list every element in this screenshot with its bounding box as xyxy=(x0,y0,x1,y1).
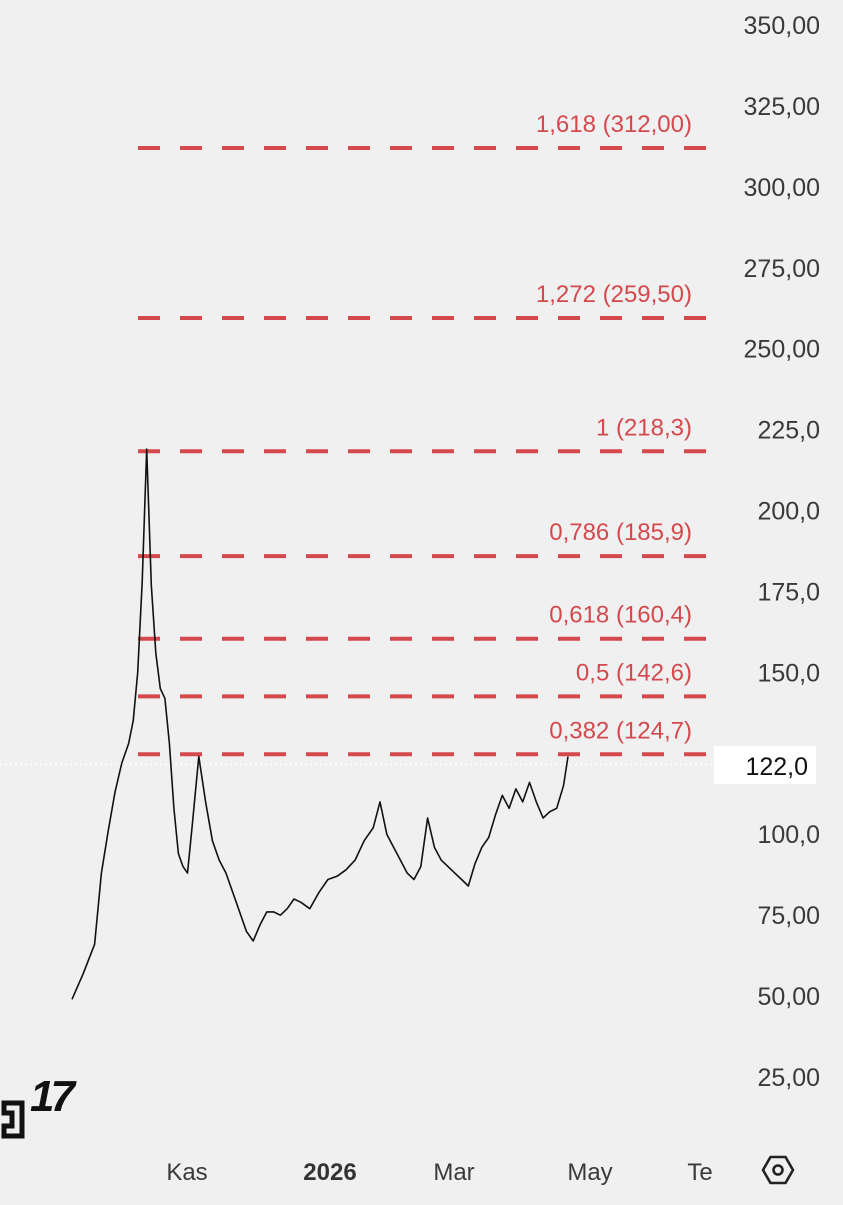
y-tick-label: 350,00 xyxy=(744,12,820,40)
y-tick-label: 50,00 xyxy=(757,983,820,1011)
fib-level-label: 0,5 (142,6) xyxy=(576,659,692,686)
current-price-marker[interactable]: 122,0 xyxy=(714,746,816,784)
y-tick-label: 100,0 xyxy=(757,821,820,849)
y-tick-label: 75,00 xyxy=(757,902,820,930)
y-tick-label: 225,0 xyxy=(757,417,820,445)
logo: 17 xyxy=(1,1072,81,1139)
y-tick-label: 25,00 xyxy=(757,1064,820,1092)
logo-text: 17 xyxy=(30,1072,77,1121)
settings-icon xyxy=(761,1155,795,1185)
fib-level-label: 1,618 (312,00) xyxy=(536,111,692,138)
current-price-badge xyxy=(714,746,816,784)
y-tick-label: 175,0 xyxy=(757,578,820,606)
x-tick-label: 2026 xyxy=(303,1159,356,1186)
settings-button[interactable] xyxy=(761,1155,795,1185)
y-tick-label: 300,00 xyxy=(744,174,820,202)
fib-level-label: 0,786 (185,9) xyxy=(549,519,692,546)
x-tick-label: Te xyxy=(687,1159,712,1186)
y-tick-label: 150,0 xyxy=(757,659,820,687)
fib-level-label: 1,272 (259,50) xyxy=(536,281,692,308)
x-tick-label: May xyxy=(567,1159,612,1186)
series-price-line xyxy=(71,448,569,1000)
fib-level-label: 0,382 (124,7) xyxy=(549,717,692,744)
price-axis: 350,00 325,00 300,00 275,00 250,00 225,0 200,0… xyxy=(744,12,820,1092)
y-tick-label: 275,00 xyxy=(744,255,820,283)
fibonacci-levels: 1,618 (312,00) 1,272 (259,50) 1 (218,3) 0,7… xyxy=(138,111,712,757)
y-tick-label: 325,00 xyxy=(744,93,820,121)
fib-level-label: 1 (218,3) xyxy=(596,414,692,441)
current-price-label: 122,0 xyxy=(745,753,808,781)
logo-mark-icon xyxy=(1,1100,25,1139)
x-tick-label: Mar xyxy=(433,1159,474,1186)
x-tick-label: Kas xyxy=(166,1159,207,1186)
y-tick-label: 200,0 xyxy=(757,498,820,526)
fib-level-label: 0,618 (160,4) xyxy=(549,602,692,629)
price-series xyxy=(71,448,569,1000)
y-tick-label: 250,00 xyxy=(744,336,820,364)
time-axis: Kas 2026 Mar May Te xyxy=(166,1159,712,1186)
settings-icon-center xyxy=(772,1164,784,1176)
